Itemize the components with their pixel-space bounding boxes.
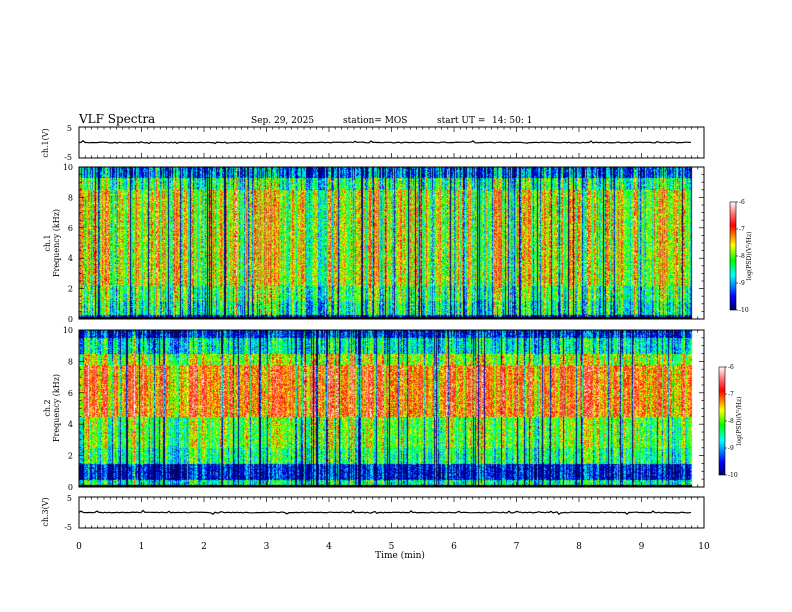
x-tick-label: 6: [451, 542, 457, 552]
x-axis: 0 1 2 3 4 5 6 7 8 9 10: [76, 127, 710, 552]
ch1-spectrogram-panel: 0 2 4 6 8 10 ch.1 Frequency (kHz) -6 -7 -8 -9 -10…: [43, 163, 753, 324]
x-tick-label: 1: [139, 542, 145, 552]
x-axis-label: Time (min): [375, 550, 425, 561]
ch3-voltage-ylabel: ch.3(V): [41, 497, 50, 526]
ch2-ytick-label: 8: [68, 357, 73, 366]
ch3-voltage-trace: [78, 509, 692, 516]
ch3-ytick-bottom: -5: [64, 523, 72, 532]
ch1-colorbar: [729, 201, 737, 311]
figure-title: VLF Spectra: [78, 112, 155, 126]
ch1-ytick-top: 5: [67, 124, 72, 133]
ch2-colorbar-tick-label: -7: [728, 391, 734, 398]
ch1-colorbar-label: log(PSD)(V²/Hz): [746, 232, 753, 281]
ch2-ytick-label: 4: [68, 420, 73, 429]
ch2-colorbar-tick-label: -9: [728, 445, 734, 452]
ch1-spectrogram-ylabel-1: ch.1: [43, 234, 52, 251]
ch3-ytick-top: 5: [67, 494, 72, 503]
x-tick-label: 10: [698, 542, 710, 552]
ch1-ytick-label: 0: [68, 315, 73, 324]
ch1-ytick-label: 8: [68, 193, 73, 202]
ch2-spectrogram-canvas-wrap: [79, 330, 704, 487]
start-label: start UT =: [437, 116, 485, 126]
ch2-colorbar-tick-label: -6: [728, 364, 734, 371]
ch1-spectrogram-image: [79, 167, 704, 319]
ch1-ytick-label: 10: [63, 163, 73, 172]
ch1-voltage-ylabel: ch.1(V): [41, 128, 50, 157]
ch2-ytick-label: 2: [68, 452, 73, 461]
date-label: Sep. 29, 2025: [251, 116, 314, 126]
ch2-colorbar-tick-label: -8: [728, 418, 734, 425]
x-tick-label: 2: [201, 542, 207, 552]
ch2-spectrogram-image: [79, 330, 704, 487]
ch1-colorbar-tick-label: -10: [739, 307, 749, 314]
ch1-ytick-label: 4: [68, 254, 73, 263]
x-tick-label: 3: [264, 542, 270, 552]
ch1-colorbar-tick-label: -7: [739, 226, 745, 233]
ch1-ytick-label: 2: [68, 285, 73, 294]
ch1-spectrogram-ylabel-2: Frequency (kHz): [52, 209, 61, 277]
ch2-spectrogram-ylabel-1: ch.2: [43, 399, 52, 416]
ch1-colorbar-tick-label: -8: [739, 253, 745, 260]
ch2-colorbar: [718, 366, 726, 476]
ch2-spectrogram-panel: 0 2 4 6 8 10 ch.2 Frequency (kHz) -6 -7 -8 -9 -10…: [43, 326, 743, 492]
ch2-colorbar-label: log(PSD)(V²/Hz): [736, 397, 743, 446]
ch2-spectrogram-ylabel-2: Frequency (kHz): [52, 374, 61, 442]
ch1-ytick-bottom: -5: [64, 153, 72, 162]
ch1-colorbar-tick-label: -9: [739, 280, 745, 287]
ch2-ytick-label: 6: [68, 389, 73, 398]
ch1-spectrogram-canvas-wrap: [79, 167, 704, 319]
x-tick-label: 8: [576, 542, 582, 552]
ch1-ytick-label: 6: [68, 224, 73, 233]
ch2-colorbar-tick-label: -10: [728, 472, 738, 479]
x-tick-label: 4: [326, 542, 332, 552]
x-tick-label: 0: [76, 542, 82, 552]
ch2-ytick-label: 10: [63, 326, 73, 335]
start-time: 14: 50: 1: [492, 116, 532, 126]
station-label: station= MOS: [343, 116, 407, 126]
ch2-ytick-label: 0: [68, 483, 73, 492]
ch1-colorbar-tick-label: -6: [739, 199, 745, 206]
x-tick-label: 7: [514, 542, 520, 552]
x-tick-label: 5: [389, 542, 395, 552]
ch1-voltage-trace: [78, 139, 691, 145]
x-tick-label: 9: [639, 542, 645, 552]
